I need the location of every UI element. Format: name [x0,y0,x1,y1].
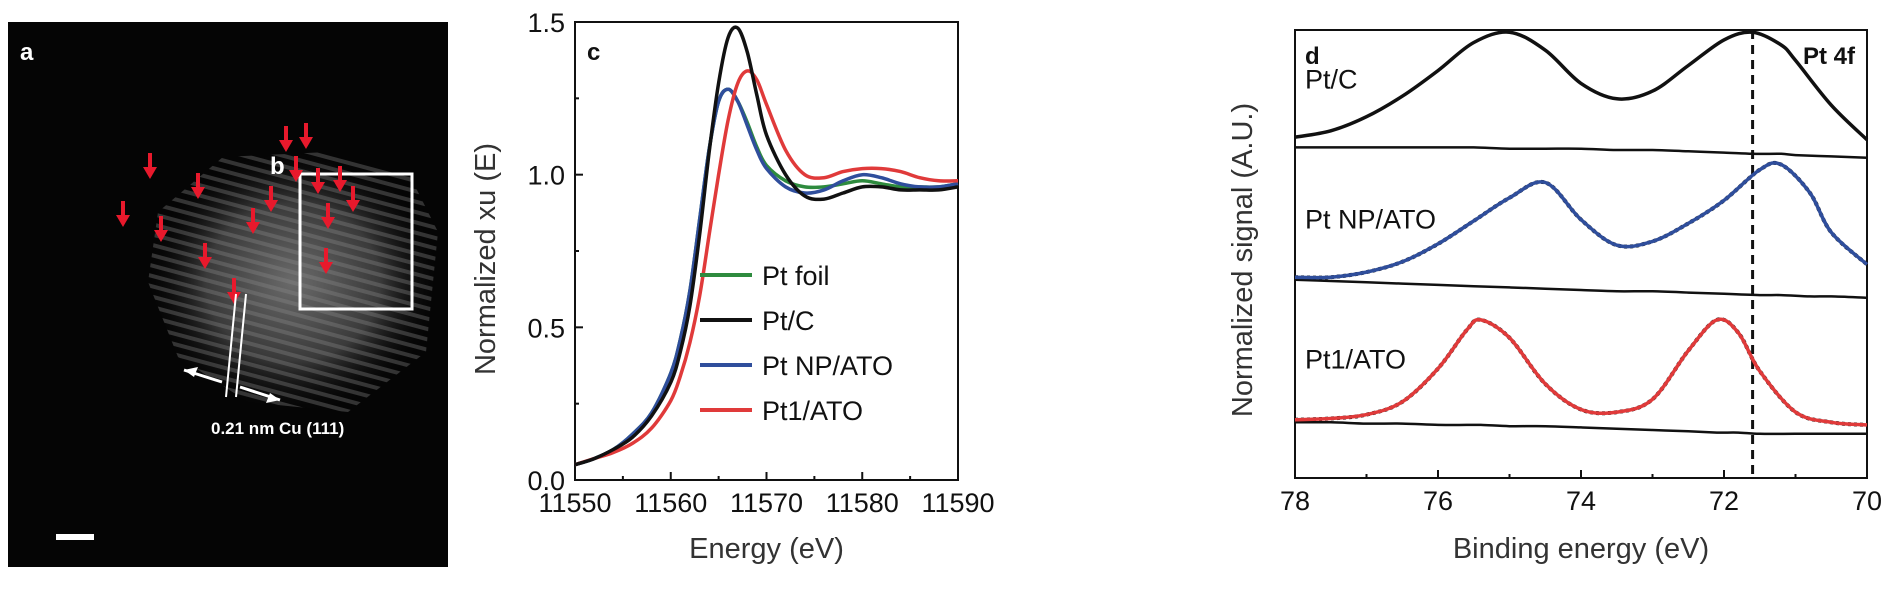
red-arrow-head [116,215,130,227]
legend-label: Pt1/ATO [762,396,863,426]
series-label: Pt/C [1305,65,1358,95]
red-arrow-head [279,140,293,152]
lattice-spacing-label: 0.21 nm Cu (111) [211,419,344,438]
red-arrow-head [198,257,212,269]
red-arrow [333,166,347,192]
inset-box-letter-b: b [270,153,285,180]
red-arrow [279,126,293,152]
red-arrow [227,278,241,304]
x-tick-label: 72 [1709,486,1739,516]
series-line [574,87,959,467]
panel-letter-c: c [587,39,600,66]
panel-letter-d: d [1305,43,1320,70]
red-arrow-head [346,200,360,212]
red-arrow [154,216,168,242]
inset-box [298,172,414,311]
red-arrow [289,156,303,182]
red-arrow [321,203,335,229]
single-atom-arrows [116,123,360,304]
red-arrow [143,153,157,179]
background-line [1294,278,1868,299]
x-tick-label: 11550 [538,488,611,518]
x-axis-title: Binding energy (eV) [1453,533,1709,565]
red-arrow [311,168,325,194]
red-arrow-head [154,230,168,242]
x-tick-label: 70 [1852,486,1882,516]
x-tick-label: 11560 [634,488,707,518]
x-tick-label: 11570 [730,488,803,518]
series-label: Pt1/ATO [1305,345,1406,375]
stem-image: a b 0.21 nm Cu (111) [8,22,448,567]
background-line [1294,420,1867,436]
xanes-chart: 11550 11560 11570 11580 11590 0.0 0.5 1.0 1.5 Ene… [470,8,995,565]
y-axis-title: Normalized xu (E) [470,143,502,375]
series-line [1294,317,1868,427]
legend-label: Pt foil [762,261,830,291]
y-tick-label: 0.5 [527,313,565,343]
red-arrow-head [319,262,333,274]
red-arrow-head [311,182,325,194]
series-line [1294,161,1869,280]
y-tick-label: 1.5 [527,8,565,38]
red-arrow-head [321,217,335,229]
lattice-spacing-marker [183,293,281,403]
red-arrow-head [264,200,278,212]
chart-title: Pt 4f [1803,43,1856,70]
x-tick-label: 78 [1280,486,1310,516]
x-tick-label: 11590 [921,488,994,518]
series-label: Pt NP/ATO [1305,205,1436,235]
xps-chart: 78 76 74 72 70 Binding energy (eV) Normalized … [1227,29,1882,565]
y-tick-label: 1.0 [527,161,565,191]
red-arrow [299,123,313,149]
chart-panel-d: 78 76 74 72 70 Binding energy (eV) Normalized … [1210,0,1890,591]
red-arrow [116,201,130,227]
red-arrow-head [227,292,241,304]
x-tick-label: 76 [1423,486,1453,516]
red-arrow-head [143,167,157,179]
x-tick-label: 74 [1566,486,1596,516]
stem-image-panel: a b 0.21 nm Cu (111) [8,22,448,567]
red-arrow [191,173,205,199]
y-axis-title: Normalized signal (A.U.) [1227,103,1259,417]
y-tick-label: 0.0 [527,466,565,496]
chart-panel-c: 11550 11560 11570 11580 11590 0.0 0.5 1.0 1.5 Ene… [455,0,1210,591]
x-axis-title: Energy (eV) [689,533,844,565]
legend-label: Pt NP/ATO [762,351,893,381]
red-arrow [346,186,360,212]
panel-letter-a: a [20,39,34,66]
red-arrow-head [333,180,347,192]
red-arrow [198,243,212,269]
legend-label: Pt/C [762,306,815,336]
red-arrow [319,248,333,274]
red-arrow-head [289,170,303,182]
series-line [574,69,959,467]
x-tick-label: 11580 [826,488,899,518]
red-arrow [246,208,260,234]
series-line [1294,30,1869,142]
red-arrow-head [299,137,313,149]
red-arrow-head [246,222,260,234]
background-line [1294,146,1868,159]
series-line [574,25,959,467]
red-arrow-head [191,187,205,199]
red-arrow [264,186,278,212]
